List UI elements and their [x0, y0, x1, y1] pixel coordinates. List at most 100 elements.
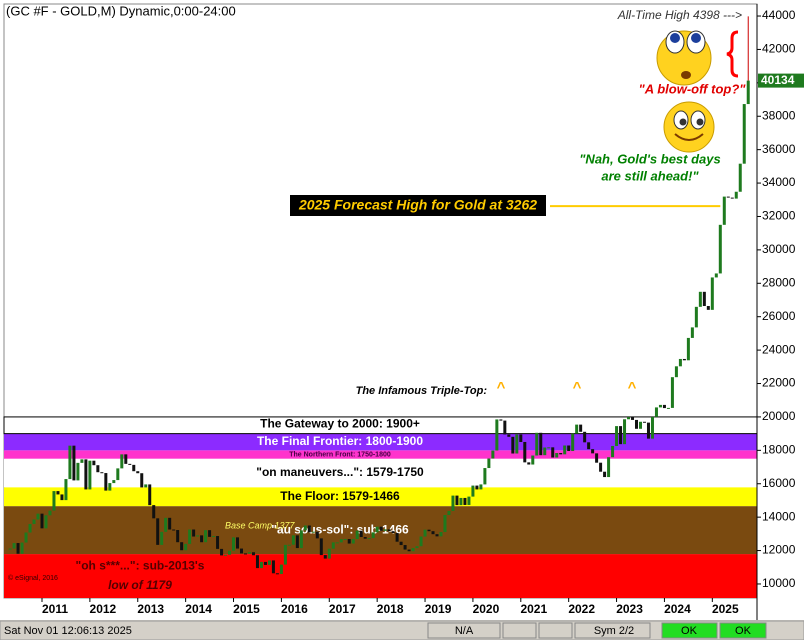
candle — [184, 543, 188, 551]
candle — [92, 460, 96, 466]
candle — [443, 514, 447, 533]
candle — [76, 462, 80, 481]
y-tick-label: 26000 — [762, 309, 796, 323]
candle — [172, 529, 176, 531]
candle — [108, 483, 112, 491]
candle — [323, 555, 327, 559]
candle — [575, 424, 579, 434]
candle — [20, 542, 24, 554]
y-tick-label: 38000 — [762, 108, 796, 122]
candle — [539, 432, 543, 456]
candle — [543, 447, 547, 456]
candle — [674, 366, 678, 378]
x-tick-label: 2024 — [664, 602, 691, 616]
x-tick-label: 2025 — [712, 602, 739, 616]
y-tick-label: 10000 — [762, 576, 796, 590]
candle — [16, 543, 20, 554]
candle — [666, 407, 670, 409]
candle — [571, 433, 575, 452]
candle — [287, 544, 291, 546]
candle — [595, 453, 599, 463]
candle — [152, 505, 156, 519]
candle — [387, 529, 391, 532]
last-price-box — [758, 73, 804, 88]
x-tick-label: 2021 — [520, 602, 547, 616]
candle — [120, 454, 124, 469]
candle — [547, 447, 551, 449]
candle — [232, 537, 236, 551]
candle — [511, 436, 515, 454]
candle — [455, 495, 459, 506]
x-tick-label: 2011 — [42, 602, 68, 616]
candle — [615, 426, 619, 446]
candle — [419, 536, 423, 547]
candle — [343, 539, 347, 541]
status-ok — [661, 622, 718, 639]
y-tick-label: 18000 — [762, 443, 796, 457]
x-tick-label: 2020 — [473, 602, 500, 616]
candle — [607, 457, 611, 478]
candle — [196, 535, 200, 537]
candle — [371, 532, 375, 539]
candle — [483, 468, 487, 485]
candle — [471, 485, 475, 497]
candle — [742, 104, 746, 164]
band-label: The Final Frontier: 1800-1900 — [257, 434, 423, 448]
y-tick-label: 20000 — [762, 409, 796, 423]
candle — [224, 554, 228, 556]
candle — [423, 529, 427, 537]
y-tick-label: 30000 — [762, 242, 796, 256]
candle — [738, 163, 742, 192]
candle — [259, 561, 263, 569]
candle — [44, 515, 48, 529]
candle — [650, 416, 654, 439]
candle — [383, 529, 387, 531]
quote: are still ahead!" — [601, 168, 699, 183]
candle — [730, 197, 734, 199]
x-tick-label: 2015 — [233, 602, 260, 616]
candle — [12, 543, 16, 549]
y-tick-label: 12000 — [762, 543, 796, 557]
x-tick-label: 2013 — [137, 602, 164, 616]
y-axis-area — [757, 4, 804, 620]
candle — [499, 419, 503, 421]
candle — [427, 529, 431, 532]
candle — [678, 358, 682, 367]
candle — [148, 484, 152, 506]
candle — [140, 473, 144, 488]
candle — [459, 497, 463, 506]
y-tick-label: 32000 — [762, 209, 796, 223]
candle — [619, 426, 623, 445]
candle — [407, 549, 411, 552]
candle — [56, 491, 60, 495]
forecast-box — [290, 195, 546, 216]
candle — [623, 419, 627, 445]
candle — [236, 537, 240, 549]
candle — [160, 531, 164, 545]
candle — [431, 531, 435, 535]
candle — [415, 546, 419, 549]
candle — [611, 445, 615, 458]
candle — [662, 404, 666, 409]
candle — [271, 560, 275, 574]
candle — [734, 191, 738, 199]
candle — [515, 434, 519, 454]
candle — [52, 491, 56, 511]
candle — [507, 434, 511, 437]
candle — [220, 548, 224, 556]
candle — [180, 542, 184, 551]
candle — [367, 538, 371, 540]
x-tick-label: 2023 — [616, 602, 643, 616]
candle — [136, 471, 140, 474]
candle — [467, 496, 471, 505]
candle — [531, 455, 535, 465]
candle — [24, 532, 28, 543]
candle — [128, 463, 132, 465]
candle — [28, 524, 32, 533]
triple-top-label: The Infamous Triple-Top: — [356, 385, 488, 397]
candle — [327, 548, 331, 559]
candle — [251, 552, 255, 556]
candle — [204, 530, 208, 543]
